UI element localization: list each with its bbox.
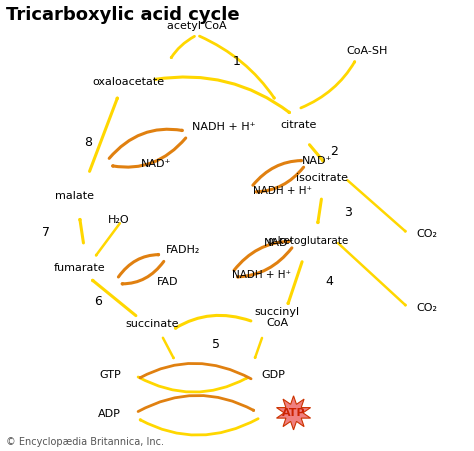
Text: ADP: ADP [98,409,121,419]
Text: malate: malate [55,191,94,201]
Text: citrate: citrate [280,120,317,129]
Text: 7: 7 [42,226,50,239]
Text: ATP: ATP [282,408,305,418]
Text: 8: 8 [84,136,92,149]
Text: NAD⁺: NAD⁺ [264,238,295,248]
Text: NADH + H⁺: NADH + H⁺ [192,122,256,132]
Text: 3: 3 [344,206,352,219]
Text: α-ketoglutarate: α-ketoglutarate [267,236,348,246]
Text: © Encyclopædia Britannica, Inc.: © Encyclopædia Britannica, Inc. [6,437,164,447]
Text: succinyl
CoA: succinyl CoA [255,307,300,328]
Text: H₂O: H₂O [108,215,129,225]
Text: 2: 2 [329,145,337,158]
Text: CO₂: CO₂ [416,230,437,239]
Polygon shape [276,396,310,430]
Text: oxaloacetate: oxaloacetate [92,77,164,87]
Text: NAD⁺: NAD⁺ [302,156,332,166]
Text: Tricarboxylic acid cycle: Tricarboxylic acid cycle [6,6,240,24]
Text: succinate: succinate [126,319,179,329]
Text: 6: 6 [94,295,102,308]
Text: CoA-SH: CoA-SH [346,46,387,55]
Text: NAD⁺: NAD⁺ [140,159,171,169]
Text: 4: 4 [325,275,333,288]
Text: GDP: GDP [262,370,286,380]
Text: 1: 1 [233,55,241,69]
Text: isocitrate: isocitrate [296,174,348,184]
Text: fumarate: fumarate [54,263,105,273]
Text: NADH + H⁺: NADH + H⁺ [254,185,312,196]
Text: GTP: GTP [99,370,121,380]
Text: CO₂: CO₂ [416,304,437,313]
Text: FADH₂: FADH₂ [166,245,201,255]
Text: acetyl CoA: acetyl CoA [167,21,227,31]
Text: NADH + H⁺: NADH + H⁺ [232,270,292,280]
Text: 5: 5 [212,338,220,351]
Text: FAD: FAD [157,277,178,287]
